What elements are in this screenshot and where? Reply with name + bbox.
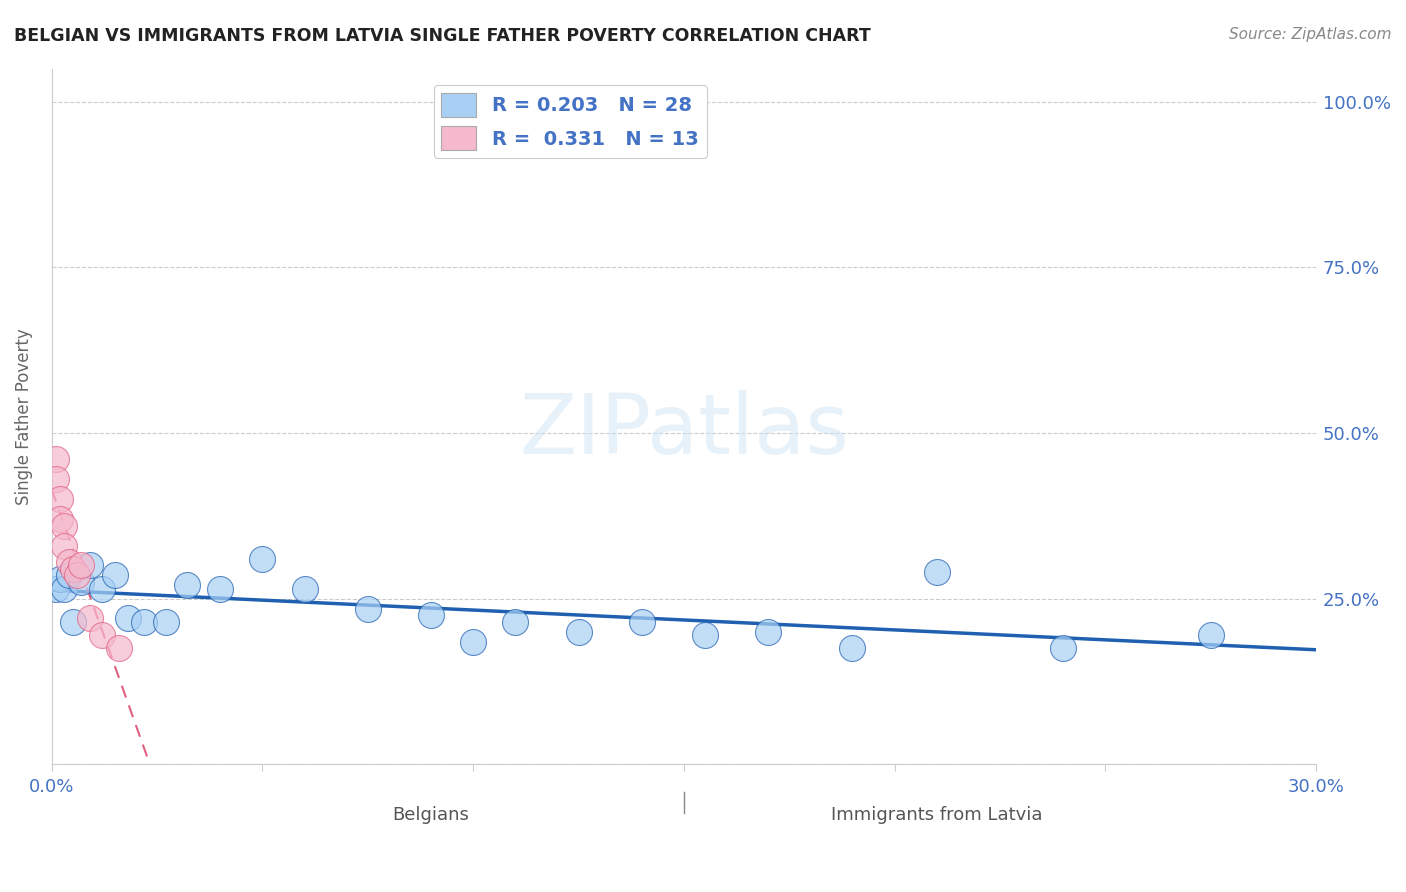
Point (49, 512, 72, 526)
Point (567, 624, 589, 639)
Point (49, 492, 72, 507)
Point (841, 641, 863, 656)
Point (58, 568, 80, 582)
Point (104, 568, 127, 582)
Point (58, 555, 80, 569)
Point (62, 615, 84, 629)
Point (176, 578, 198, 592)
Point (294, 582, 316, 596)
Point (70, 575, 93, 590)
Y-axis label: Single Father Poverty: Single Father Poverty (15, 328, 32, 505)
Point (45, 582, 67, 596)
Point (357, 601, 380, 615)
Point (155, 615, 177, 629)
Point (79, 558, 101, 573)
Point (134, 615, 156, 629)
Legend: R = 0.203   N = 28, R =  0.331   N = 13: R = 0.203 N = 28, R = 0.331 N = 13 (433, 86, 707, 158)
Text: BELGIAN VS IMMIGRANTS FROM LATVIA SINGLE FATHER POVERTY CORRELATION CHART: BELGIAN VS IMMIGRANTS FROM LATVIA SINGLE… (14, 27, 870, 45)
Point (79, 611, 101, 625)
Point (420, 608, 443, 623)
Point (49, 572, 72, 586)
Point (693, 628, 716, 642)
Point (505, 615, 527, 629)
Point (463, 634, 485, 648)
Point (108, 641, 131, 656)
Point (91, 582, 114, 596)
Point (66, 568, 89, 582)
Point (45, 472, 67, 486)
Point (117, 611, 139, 625)
Point (925, 565, 948, 579)
Point (53, 539, 76, 553)
Text: ZIPatlas: ZIPatlas (519, 390, 849, 471)
Point (1052, 641, 1074, 656)
Point (53, 518, 76, 533)
Point (1199, 628, 1222, 642)
Text: Source: ZipAtlas.com: Source: ZipAtlas.com (1229, 27, 1392, 42)
Point (62, 562, 84, 576)
Point (91, 628, 114, 642)
Point (630, 615, 652, 629)
Point (70, 558, 93, 573)
Text: Immigrants from Latvia: Immigrants from Latvia (831, 806, 1042, 824)
Point (252, 552, 274, 566)
Point (53, 582, 76, 596)
Point (756, 624, 779, 639)
Point (45, 452, 67, 467)
Text: Belgians: Belgians (392, 806, 470, 824)
Point (209, 582, 232, 596)
